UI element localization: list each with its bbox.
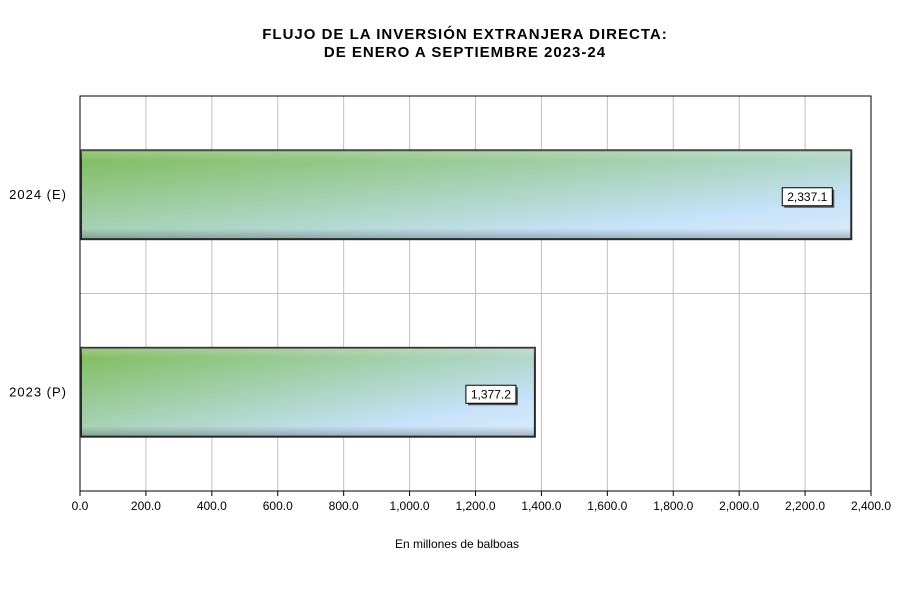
x-tick-label: 1,800.0 [653, 499, 693, 513]
bars: 2,337.1 1,377.2 [80, 149, 853, 438]
bar-group: 2,337.1 [80, 149, 853, 241]
x-tick-label: 400.0 [197, 499, 227, 513]
chart-title-line1: FLUJO DE LA INVERSIÓN EXTRANJERA DIRECTA… [262, 26, 668, 43]
x-tick-label: 200.0 [131, 499, 161, 513]
y-category-label: 2023 (P) [9, 384, 67, 399]
x-tick-label: 2,200.0 [785, 499, 825, 513]
bar-group: 1,377.2 [80, 346, 536, 438]
data-label: 2,337.1 [787, 190, 827, 204]
y-category-label: 2024 (E) [9, 187, 67, 202]
x-axis-label: En millones de balboas [394, 537, 520, 551]
x-tick-label: 1,400.0 [521, 499, 561, 513]
x-tick-label: 600.0 [263, 499, 293, 513]
chart-title-line2: DE ENERO A SEPTIEMBRE 2023-24 [323, 44, 607, 61]
bar-shading [81, 347, 535, 437]
y-axis-categories: 2024 (E) 2023 (P) [9, 187, 67, 400]
x-tick-label: 800.0 [329, 499, 359, 513]
x-tick-label: 1,000.0 [390, 499, 430, 513]
bar-shading [81, 150, 852, 240]
data-label-box [781, 187, 833, 207]
x-tick-label: 2,000.0 [719, 499, 759, 513]
x-tick-label: 1,200.0 [455, 499, 495, 513]
x-tick-label: 1,600.0 [587, 499, 627, 513]
data-label: 1,377.2 [471, 387, 511, 401]
chart-title: FLUJO DE LA INVERSIÓN EXTRANJERA DIRECTA… [0, 26, 902, 62]
x-tick-label: 0.0 [72, 499, 89, 513]
data-label-box [465, 384, 517, 404]
x-axis-ticks: 0.0 200.0 400.0 600.0 800.0 1,000.0 1,200.0 1,4… [72, 491, 891, 513]
x-tick-label: 2,400.0 [851, 499, 891, 513]
